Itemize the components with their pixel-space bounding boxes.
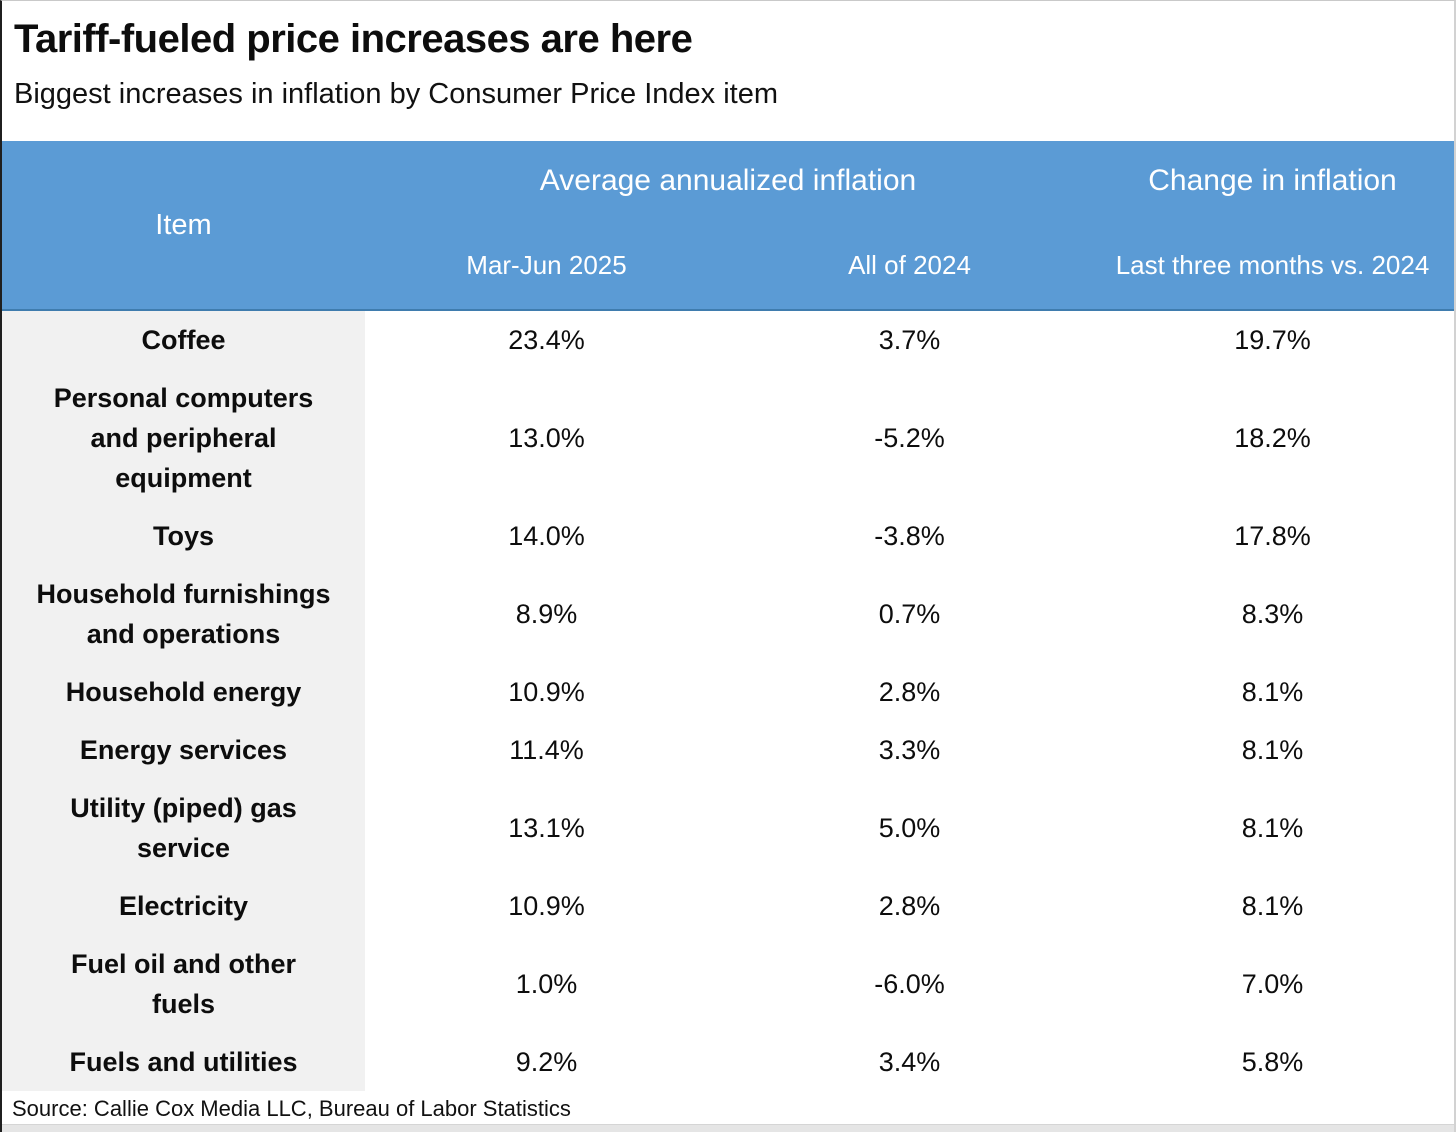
value-cell-change-in-inflation: 8.1% [1241,677,1304,707]
value-cell-change-in-inflation: 7.0% [1241,969,1304,999]
value-cell-all-of-2024: -6.0% [874,969,945,999]
value-cell-mar-jun-2025: 23.4% [508,325,585,355]
table-row: Utility (piped) gas service 13.1% 5.0% 8.1% [2,779,1454,877]
header-row-groups: Item Average annualized inflation Change… [2,141,1454,311]
value-cell-mar-jun-2025: 8.9% [515,599,578,629]
table-body: Coffee 23.4% 3.7% 19.7% Personal computers a… [2,310,1454,1091]
value-cell-mar-jun-2025: 14.0% [508,521,585,551]
value-cell-mar-jun-2025: 13.0% [508,423,585,453]
inflation-table: Item Average annualized inflation Change… [2,141,1454,1091]
value-cell-all-of-2024: 2.8% [878,891,941,921]
value-cell-all-of-2024: 3.3% [878,735,941,765]
column-header-mar-jun-2025: Mar-Jun 2025 [365,221,728,311]
value-cell-all-of-2024: 5.0% [878,813,941,843]
value-cell-change-in-inflation: 8.1% [1241,735,1304,765]
column-header-last-three-months-vs-2024: Last three months vs. 2024 [1091,221,1454,311]
item-cell: Household energy [2,663,365,721]
item-cell: Personal computers and peripheral equipm… [2,369,365,507]
bottom-strip [2,1124,1454,1132]
value-cell-all-of-2024: -5.2% [874,423,945,453]
table-row: Household energy 10.9% 2.8% 8.1% [2,663,1454,721]
page-subtitle: Biggest increases in inflation by Consum… [14,78,779,110]
table-header: Item Average annualized inflation Change… [2,141,1454,311]
table-row: Personal computers and peripheral equipm… [2,369,1454,507]
column-group-average-annualized-inflation: Average annualized inflation [365,141,1091,221]
column-group-change-in-inflation: Change in inflation [1091,141,1454,221]
title-area: Tariff-fueled price increases are here B… [2,1,1454,141]
column-header-last-three-months-vs-2024-label: Last three months vs. 2024 [1115,250,1430,280]
source-note: Source: Callie Cox Media LLC, Bureau of … [2,1091,1454,1128]
table-row: Energy services 11.4% 3.3% 8.1% [2,721,1454,779]
value-cell-all-of-2024: 3.7% [878,325,941,355]
value-cell-change-in-inflation: 18.2% [1234,423,1311,453]
table-row: Electricity 10.9% 2.8% 8.1% [2,877,1454,935]
value-cell-mar-jun-2025: 1.0% [515,969,578,999]
column-header-all-of-2024: All of 2024 [728,221,1091,311]
value-cell-all-of-2024: 0.7% [878,599,941,629]
value-cell-change-in-inflation: 17.8% [1234,521,1311,551]
value-cell-mar-jun-2025: 13.1% [508,813,585,843]
value-cell-change-in-inflation: 19.7% [1234,325,1311,355]
table-row: Toys 14.0% -3.8% 17.8% [2,507,1454,565]
value-cell-mar-jun-2025: 9.2% [515,1047,578,1077]
page-title: Tariff-fueled price increases are here [14,17,693,61]
item-cell: Utility (piped) gas service [2,779,365,877]
table-row: Fuel oil and other fuels 1.0% -6.0% 7.0% [2,935,1454,1033]
value-cell-change-in-inflation: 5.8% [1241,1047,1304,1077]
value-cell-change-in-inflation: 8.1% [1241,891,1304,921]
value-cell-mar-jun-2025: 10.9% [508,891,585,921]
column-header-item: Item [2,141,365,311]
value-cell-mar-jun-2025: 10.9% [508,677,585,707]
value-cell-mar-jun-2025: 11.4% [509,735,584,765]
header-row-subcolumns: Mar-Jun 2025 All of 2024 Last three mont… [2,221,1454,311]
item-cell: Fuel oil and other fuels [2,935,365,1033]
item-cell: Energy services [2,721,365,779]
table-row: Coffee 23.4% 3.7% 19.7% [2,310,1454,369]
item-cell: Coffee [2,310,365,369]
item-cell: Household furnishings and operations [2,565,365,663]
value-cell-change-in-inflation: 8.3% [1241,599,1304,629]
value-cell-all-of-2024: 3.4% [878,1047,941,1077]
table-row: Fuels and utilities 9.2% 3.4% 5.8% [2,1033,1454,1091]
item-cell: Fuels and utilities [2,1033,365,1091]
table-row: Household furnishings and operations 8.9%… [2,565,1454,663]
item-cell: Electricity [2,877,365,935]
value-cell-all-of-2024: 2.8% [878,677,941,707]
item-cell: Toys [2,507,365,565]
value-cell-change-in-inflation: 8.1% [1241,813,1304,843]
value-cell-all-of-2024: -3.8% [874,521,945,551]
